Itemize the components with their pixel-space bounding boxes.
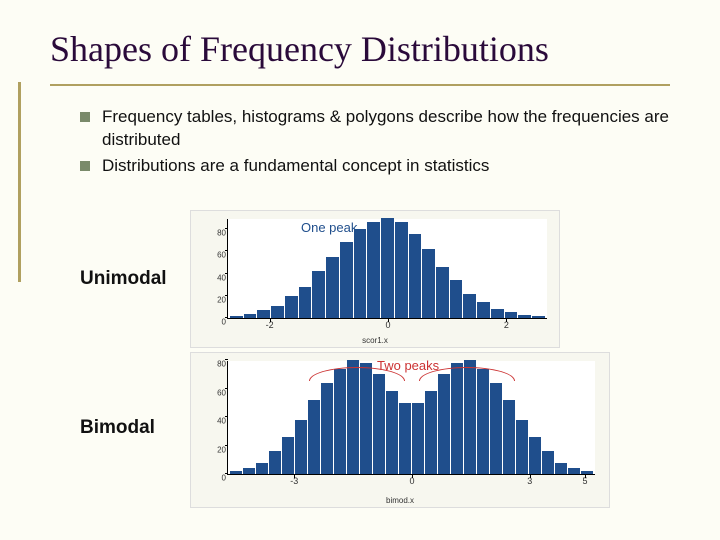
histogram-bar: [282, 437, 294, 474]
one-peak-annotation: One peak: [301, 221, 357, 235]
histogram-bar: [295, 420, 307, 474]
histogram-bar: [244, 314, 257, 318]
list-item: Frequency tables, histograms & polygons …: [80, 106, 670, 152]
histogram-bar: [422, 249, 435, 318]
histogram-bar: [477, 369, 489, 474]
histogram-bar: [256, 463, 268, 474]
histogram-bar: [529, 437, 541, 474]
histogram-bar: [243, 468, 255, 474]
histogram-bar: [463, 294, 476, 318]
histogram-bar: [312, 271, 325, 318]
list-item: Distributions are a fundamental concept …: [80, 155, 670, 178]
unimodal-row: Unimodal 020406080-202 One peak scor1.x: [0, 210, 720, 348]
y-tick-label: 20: [217, 445, 228, 454]
y-tick-label: 0: [222, 474, 228, 483]
histogram-bar: [321, 383, 333, 474]
y-tick-mark: [225, 228, 228, 229]
bullet-square-icon: [80, 112, 90, 122]
y-tick-label: 60: [217, 251, 228, 260]
y-tick-mark: [225, 273, 228, 274]
bullet-text: Frequency tables, histograms & polygons …: [102, 106, 670, 152]
histogram-bar: [354, 229, 367, 318]
x-tick-mark: [585, 475, 586, 478]
x-tick-mark: [530, 475, 531, 478]
y-tick-label: 60: [217, 388, 228, 397]
histogram-bar: [386, 391, 398, 474]
y-tick-mark: [225, 416, 228, 417]
unimodal-xlabel: scor1.x: [362, 336, 388, 345]
bimodal-plot: 020406080-3035: [227, 361, 595, 475]
histogram-bar: [409, 234, 422, 318]
y-tick-label: 40: [217, 417, 228, 426]
bimodal-row: Bimodal 020406080-3035 Two peaks bimod.x: [0, 348, 720, 508]
bimodal-label: Bimodal: [0, 417, 190, 439]
histogram-bar: [412, 403, 424, 474]
unimodal-label: Unimodal: [0, 268, 190, 290]
y-tick-mark: [225, 473, 228, 474]
y-tick-mark: [225, 250, 228, 251]
histogram-bar: [257, 310, 270, 318]
histogram-bar: [491, 309, 504, 318]
histogram-bar: [334, 369, 346, 474]
unimodal-chart: 020406080-202 One peak scor1.x: [190, 210, 560, 348]
bimodal-bars: [228, 360, 595, 474]
x-tick-mark: [270, 319, 271, 322]
histogram-bar: [299, 287, 312, 318]
histogram-bar: [269, 451, 281, 474]
histogram-bar: [230, 316, 243, 318]
y-tick-mark: [225, 295, 228, 296]
unimodal-plot: 020406080-202: [227, 219, 547, 319]
bimodal-chart: 020406080-3035 Two peaks bimod.x: [190, 352, 610, 508]
histogram-bar: [367, 222, 380, 318]
histogram-bar: [373, 374, 385, 474]
histogram-bar: [555, 463, 567, 474]
histogram-bar: [271, 306, 284, 318]
y-tick-label: 80: [217, 229, 228, 238]
histogram-bar: [230, 471, 242, 474]
histogram-bar: [532, 316, 545, 318]
bullet-text: Distributions are a fundamental concept …: [102, 155, 489, 178]
histogram-bar: [568, 468, 580, 474]
histogram-bar: [518, 315, 531, 318]
histogram-bar: [450, 280, 463, 318]
histogram-bar: [381, 218, 394, 318]
histogram-bar: [340, 242, 353, 318]
histogram-bar: [503, 400, 515, 474]
y-tick-mark: [225, 317, 228, 318]
histogram-bar: [425, 391, 437, 474]
histogram-bar: [395, 222, 408, 318]
histogram-bar: [308, 400, 320, 474]
histogram-bar: [477, 302, 490, 318]
histogram-bar: [285, 296, 298, 318]
histogram-bar: [542, 451, 554, 474]
bullet-list: Frequency tables, histograms & polygons …: [0, 86, 720, 178]
x-tick-mark: [294, 475, 295, 478]
y-tick-label: 0: [222, 318, 228, 327]
y-tick-label: 40: [217, 273, 228, 282]
x-tick-mark: [388, 319, 389, 322]
y-tick-mark: [225, 445, 228, 446]
bimodal-xlabel: bimod.x: [386, 496, 414, 505]
histogram-bar: [436, 267, 449, 318]
histogram-bar: [326, 257, 339, 318]
histogram-bar: [490, 383, 502, 474]
y-tick-label: 20: [217, 295, 228, 304]
page-title: Shapes of Frequency Distributions: [50, 28, 670, 70]
x-tick-mark: [506, 319, 507, 322]
unimodal-bars: [228, 218, 547, 318]
histogram-bar: [516, 420, 528, 474]
two-peaks-annotation: Two peaks: [377, 359, 439, 373]
histogram-bar: [438, 374, 450, 474]
bullet-square-icon: [80, 161, 90, 171]
histogram-bar: [399, 403, 411, 474]
y-tick-label: 80: [217, 360, 228, 369]
x-tick-mark: [412, 475, 413, 478]
y-tick-mark: [225, 388, 228, 389]
y-tick-mark: [225, 359, 228, 360]
